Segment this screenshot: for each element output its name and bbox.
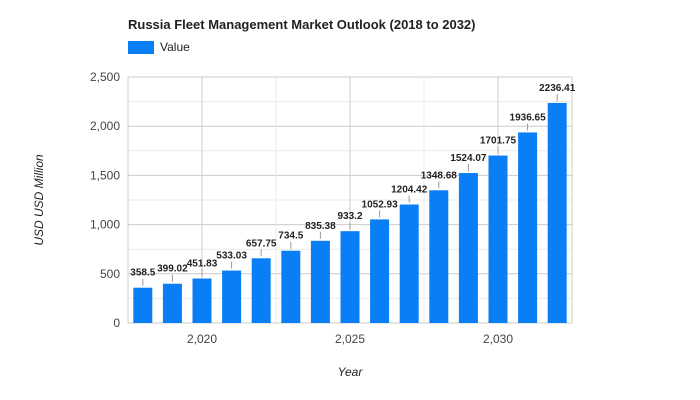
bar-series xyxy=(133,102,567,323)
data-label: 358.5 xyxy=(130,268,155,279)
data-label: 1524.07 xyxy=(450,153,487,164)
x-tick-label: 2,025 xyxy=(335,332,365,346)
data-label: 835.38 xyxy=(305,221,336,232)
bar xyxy=(281,250,301,323)
data-label: 933.2 xyxy=(337,211,362,222)
legend-label: Value xyxy=(160,40,190,54)
bar xyxy=(458,173,478,323)
bar xyxy=(133,287,153,323)
y-tick-label: 0 xyxy=(113,316,120,330)
bar xyxy=(162,283,182,323)
y-tick-label: 2,500 xyxy=(90,70,120,84)
bar xyxy=(488,155,508,323)
data-label: 533.03 xyxy=(216,251,247,262)
data-label: 399.02 xyxy=(157,264,188,275)
chart-title: Russia Fleet Management Market Outlook (… xyxy=(128,17,476,32)
bar xyxy=(370,219,390,323)
y-tick-label: 1,500 xyxy=(90,168,120,182)
x-axis-title: Year xyxy=(338,365,364,379)
data-label: 1936.65 xyxy=(510,112,547,123)
bar xyxy=(518,132,538,323)
bar xyxy=(429,190,449,323)
data-label: 734.5 xyxy=(278,231,303,242)
y-axis-title: USD USD Million xyxy=(32,154,46,246)
bar xyxy=(547,102,567,323)
bar xyxy=(222,270,242,323)
x-tick-label: 2,030 xyxy=(483,332,513,346)
bar xyxy=(192,278,212,323)
data-label: 451.83 xyxy=(187,259,218,270)
data-label: 2236.41 xyxy=(539,83,576,94)
bar xyxy=(340,231,360,323)
legend: Value xyxy=(128,40,190,54)
tick-labels: 0 500 1,000 1,500 2,000 2,500 2,020 2,025 2,030 xyxy=(90,70,513,346)
data-label: 1204.42 xyxy=(391,184,428,195)
data-label: 1701.75 xyxy=(480,136,517,147)
data-label: 1348.68 xyxy=(421,170,458,181)
legend-swatch xyxy=(128,40,154,54)
y-tick-label: 500 xyxy=(100,267,120,281)
y-tick-label: 1,000 xyxy=(90,218,120,232)
bar xyxy=(310,240,330,323)
bar xyxy=(251,258,271,323)
data-label: 1052.93 xyxy=(362,199,399,210)
x-tick-label: 2,020 xyxy=(187,332,217,346)
y-tick-label: 2,000 xyxy=(90,119,120,133)
data-label: 657.75 xyxy=(246,238,277,249)
bar xyxy=(399,204,419,323)
